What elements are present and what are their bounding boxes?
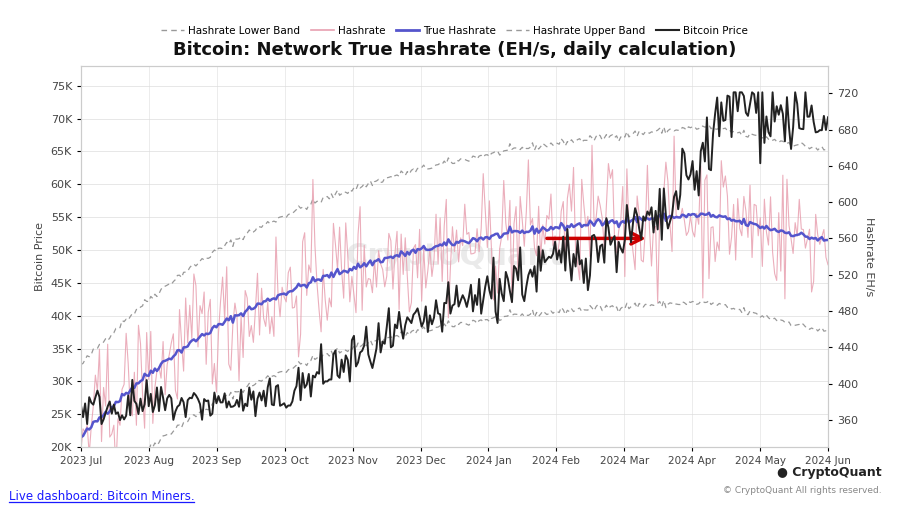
Title: Bitcoin: Network True Hashrate (EH/s, daily calculation): Bitcoin: Network True Hashrate (EH/s, da… [173,41,736,59]
Y-axis label: Bitcoin Price: Bitcoin Price [35,222,45,291]
Text: CryptoQuant: CryptoQuant [345,242,564,271]
Legend: Hashrate Lower Band, Hashrate, True Hashrate, Hashrate Upper Band, Bitcoin Price: Hashrate Lower Band, Hashrate, True Hash… [157,22,752,40]
Text: Live dashboard: Bitcoin Miners.: Live dashboard: Bitcoin Miners. [9,490,194,503]
Text: © CryptoQuant All rights reserved.: © CryptoQuant All rights reserved. [724,486,882,495]
Text: ● CryptoQuant: ● CryptoQuant [778,465,882,479]
Y-axis label: Hashrate EH/s: Hashrate EH/s [864,217,874,296]
